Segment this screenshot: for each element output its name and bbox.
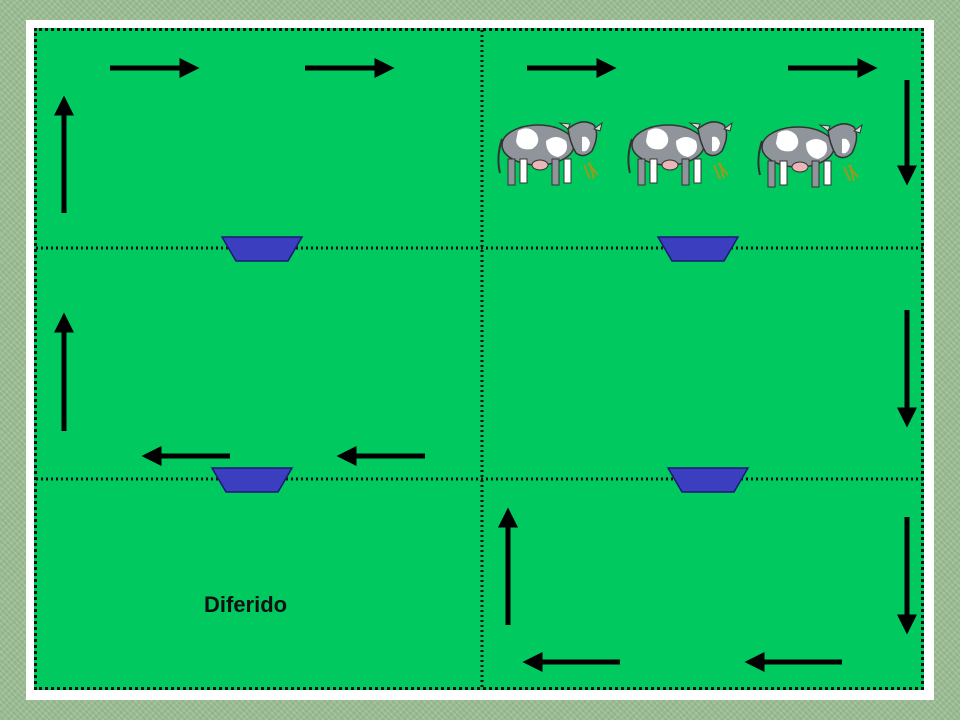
fence-lines: [36, 30, 926, 690]
trough-bottom-left: [210, 467, 294, 493]
cattle-group: [497, 120, 863, 188]
trough-top-right: [656, 236, 740, 262]
cow-illustration: [627, 120, 733, 186]
paddock-label-diferido: Diferido: [204, 592, 288, 617]
rotation-arrows: [54, 58, 917, 672]
cow-illustration: [757, 122, 863, 188]
trough-bottom-right: [666, 467, 750, 493]
water-troughs: [210, 236, 750, 493]
cow-illustration: [497, 120, 603, 186]
trough-top-left: [220, 236, 304, 262]
